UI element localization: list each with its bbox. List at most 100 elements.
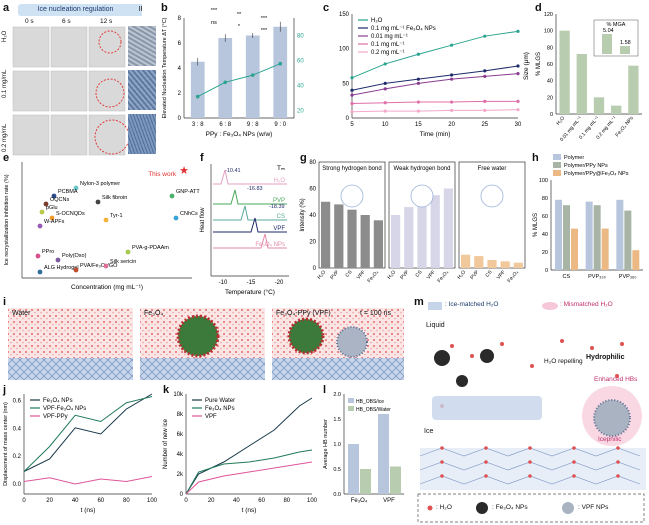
point-label: W-APFs: [44, 219, 65, 225]
series-line: [351, 30, 519, 79]
dsc-curve: [213, 189, 287, 205]
this-work-star: ★: [179, 165, 189, 177]
mechanism-schematic: [417, 302, 646, 523]
bar: [563, 205, 570, 270]
inset-frame: [593, 19, 639, 57]
panel-l-label: l: [323, 384, 327, 396]
y-axis-title: Elevated Nucleation Temperature ΔT (°C): [162, 17, 168, 118]
legend-mismatched: : Mismatched H₂O: [560, 301, 613, 308]
series-label: Fe₃O₄ NPs: [255, 242, 285, 248]
scatter-point: [95, 199, 101, 205]
y-axis-title: Heat flow: [200, 207, 206, 233]
x-tick-label: H₂O: [555, 115, 566, 126]
iri-header: IRI: [128, 4, 142, 16]
y-tick-label: 80: [542, 196, 548, 202]
series-point: [450, 108, 454, 112]
subplot-title: Weak hydrogen bond: [394, 166, 451, 172]
time-0: 0 s: [25, 18, 34, 25]
panel-m-label: m: [414, 296, 424, 308]
peak-label: -16.83: [247, 186, 263, 192]
x-tick-label: 30: [515, 122, 522, 128]
series-point: [483, 74, 487, 78]
scatter-point: [103, 217, 109, 223]
panel-g: g Intensity (%) 0 20 40 60 80 Strong hydrogen …: [297, 150, 529, 300]
x-tick-label: 60: [258, 498, 265, 504]
nucleation-grid: [12, 26, 130, 156]
label-hydrophilic: Hydrophilic: [586, 354, 625, 361]
scatter-point: [35, 253, 41, 259]
point-label: GNP-ATT: [176, 189, 200, 195]
y-tick-label: 40: [309, 213, 316, 219]
legend-label: HB_OBS/Water: [356, 407, 391, 413]
x-tick-label: VPF: [426, 269, 437, 280]
y-tick-label: 150: [339, 12, 350, 18]
snapshot-vpf: [272, 308, 404, 380]
chart-g: Intensity (%) 0 20 40 60 80 Strong hydrogen bo…: [300, 160, 526, 284]
series-point: [483, 34, 487, 38]
chart-h: Polymer Polymer/PPy NPs Polymer/PPy@Fe₃O₄ …: [533, 154, 643, 280]
y-tick-label: 60: [309, 187, 316, 193]
y-tick-label: 6k: [177, 432, 184, 438]
series-point: [483, 99, 487, 103]
series-point: [416, 77, 420, 81]
panel-c-label: c: [323, 2, 330, 14]
scatter-point: [173, 215, 179, 221]
y-axis-title: % MLGS: [533, 213, 539, 237]
bar: [373, 220, 384, 268]
legend-label: 0.1 mg mL⁻¹: [371, 42, 405, 48]
x-tick-label: CS: [484, 269, 493, 279]
bar: [390, 466, 401, 494]
iri-images: [128, 18, 156, 158]
y-tick-label: 20: [547, 95, 553, 101]
x-tick-label: 80: [283, 498, 290, 504]
x-tick-label: VPF: [356, 269, 367, 280]
legend-label: H₂O: [371, 18, 383, 24]
significance-label: ***: [211, 8, 218, 14]
x-tick-label: PVP: [399, 269, 410, 281]
chart-f: H₂O PVP CS VPF Fe₃O₄ NPs -10.41 -16.83 -18.39 Tₘ…: [200, 164, 289, 296]
bar: [500, 261, 510, 268]
scatter-point: [39, 209, 45, 215]
x-tick-label: 20: [448, 122, 455, 128]
y-tick-label: 4: [178, 66, 182, 72]
point-label: OQCNs: [50, 197, 70, 203]
this-work-label: This work: [148, 171, 177, 178]
molecule-icon: [340, 184, 364, 208]
y-tick-label: 0: [550, 112, 553, 118]
dsc-curve: [213, 169, 287, 185]
y2-tick-label: 40: [297, 84, 304, 90]
snapshot-title-vpf: Fe₃O₄-PPy (VPF): [276, 310, 331, 317]
panel-k: k 0 20 40 60 80 100 0 2k 4k 6k 8k 10k Pure Water Fe₃O…: [160, 384, 320, 525]
y-tick-label: 0.0: [333, 492, 341, 498]
series-point: [416, 81, 420, 85]
point-label: PPro: [42, 249, 54, 255]
y-tick-label: 100: [539, 178, 548, 184]
panel-a-label: a: [3, 2, 10, 14]
significance-label: ns: [211, 20, 217, 26]
line-point: [250, 73, 255, 77]
x-tick-label: 100: [147, 498, 158, 504]
point-label: ALG Hydrogel: [44, 265, 79, 271]
x-tick-label: Fe₃O₄: [366, 269, 379, 283]
x-tick-label: PVP: [329, 269, 340, 281]
chart-l: 0.0 0.5 1.0 1.5 2.0 Fe₃O₄ VPF HB_OBS/ice HB_OBS/…: [323, 392, 404, 504]
x-tick-label: PVP₃₃₀: [588, 274, 606, 280]
bar: [460, 254, 471, 268]
series-label: CS: [277, 214, 285, 220]
line-point: [223, 80, 228, 85]
bar: [628, 65, 639, 114]
legend-ice-matched: : Ice-matched H₂O: [445, 301, 499, 308]
point-label: PCBMA: [58, 189, 78, 195]
label-icephilic: Icephilic: [598, 436, 622, 443]
label-ice: Ice: [424, 428, 434, 435]
x-axis-title: Temperature (°C): [225, 288, 275, 296]
y-tick-label: 120: [544, 12, 553, 18]
x-tick-label: 0: [184, 498, 188, 504]
bar: [378, 414, 389, 494]
label-liquid: Liquid: [426, 322, 445, 329]
legend-swatch: [553, 170, 561, 176]
y-tick-label: 0: [545, 268, 548, 274]
legend-label: 0.1 mg mL⁻¹ Fe₃O₄ NPs: [371, 26, 436, 32]
